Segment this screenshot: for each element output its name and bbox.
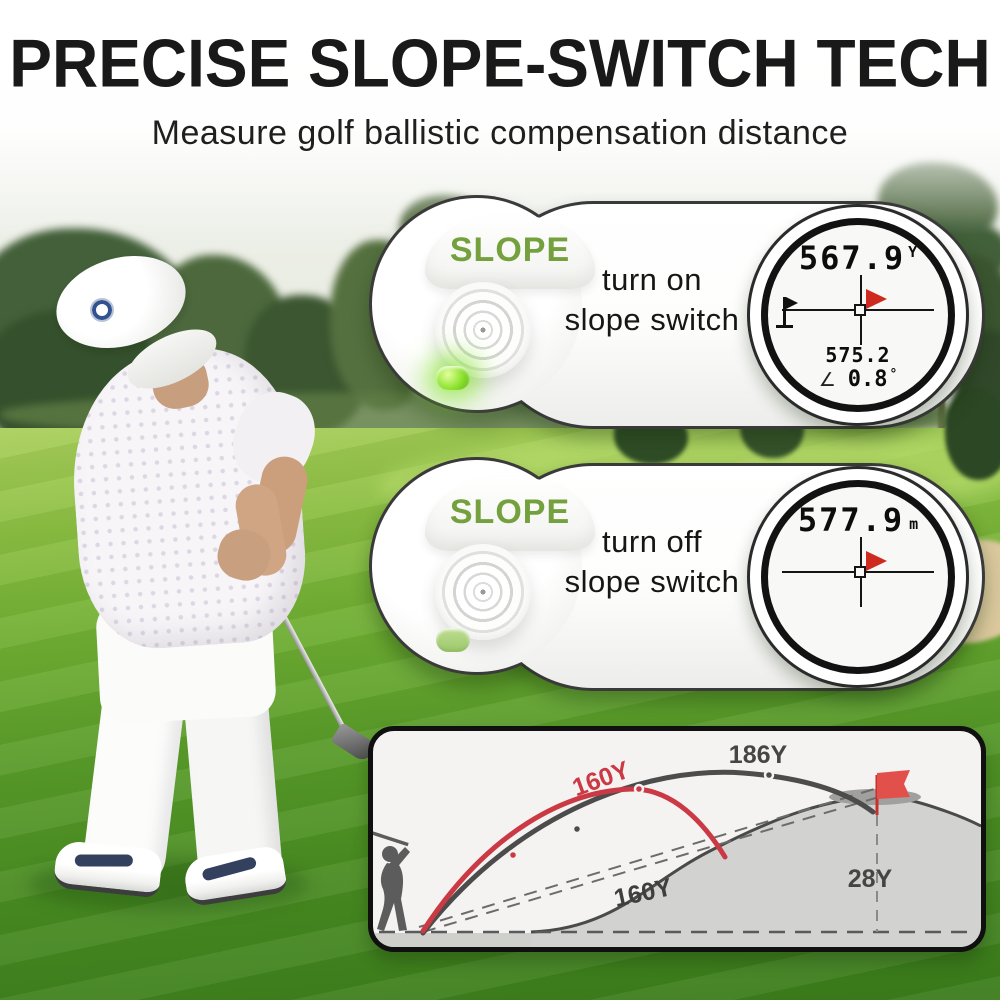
hill-shape [531, 796, 981, 947]
caption-line: turn on [601, 262, 702, 297]
slope-label: SLOPE [449, 231, 571, 269]
slope-switch-dial-icon [435, 282, 531, 378]
actual-distance-label: 186Y [729, 741, 788, 769]
golfer-photo [28, 240, 388, 930]
target-flag-icon [866, 551, 887, 571]
actual-trajectory-arc [420, 769, 876, 936]
target-flag-icon [866, 289, 887, 309]
panel-caption: turn off slope switch [522, 522, 782, 602]
caption-line: slope switch [564, 564, 740, 599]
trajectory-dot [633, 783, 645, 795]
line-of-sight-upper [418, 786, 882, 928]
crosshair-center-box [854, 304, 866, 316]
unit-label: m [909, 515, 919, 533]
flag-icon [877, 770, 910, 799]
unit-label: Y [908, 243, 918, 261]
slope-on-panel: SLOPE turn on slope switch 567.9 Y 575.2 … [369, 195, 988, 434]
trajectory-diagram: 160Y 186Y 160Y 28Y [368, 726, 986, 952]
golfer-silhouette-icon [373, 831, 410, 931]
page-subtitle: Measure golf ballistic compensation dist… [151, 114, 849, 152]
slope-led-off [436, 628, 470, 652]
line-of-sight-lower [422, 796, 880, 933]
compensated-trajectory-arc [420, 786, 728, 934]
elevation-label: 28Y [848, 865, 893, 893]
fairway-bush-icon [945, 388, 1000, 480]
slope-off-panel: SLOPE turn off slope switch 577.9 m [369, 457, 988, 696]
crosshair-center-box [854, 566, 866, 578]
sky-haze [0, 0, 1000, 235]
rangefinder-display: 567.9 Y 575.2 ∠ 0.8 ° [747, 204, 969, 426]
hill-outline [530, 795, 981, 934]
angle-icon: ∠ [818, 369, 836, 391]
slope-led-on [436, 366, 470, 390]
distance-readout: 567.9 Y [798, 239, 918, 277]
caption-line: slope switch [564, 302, 740, 337]
slope-window: SLOPE [425, 215, 595, 289]
trajectory-svg: 160Y 186Y 160Y 28Y [373, 741, 981, 947]
trajectory-dot [763, 769, 775, 781]
flag-mode-icon [776, 295, 798, 331]
display-face: 577.9 m [761, 480, 955, 674]
slope-window: SLOPE [425, 477, 595, 551]
slope-label: SLOPE [449, 493, 571, 531]
page-title: PRECISE SLOPE-SWITCH TECH [9, 24, 991, 102]
header: PRECISE SLOPE-SWITCH TECH Measure golf b… [0, 24, 1000, 153]
angle-readout: ∠ 0.8 ° [818, 367, 898, 392]
panel-caption: turn on slope switch [522, 260, 782, 340]
trajectory-dot [507, 849, 519, 861]
caption-line: turn off [602, 524, 702, 559]
display-face: 567.9 Y 575.2 ∠ 0.8 ° [761, 218, 955, 412]
cap-logo-icon [90, 298, 114, 322]
slope-switch-dial-icon [435, 544, 531, 640]
rangefinder-display: 577.9 m [747, 466, 969, 688]
trajectory-dot [571, 823, 583, 835]
degree-label: ° [889, 367, 898, 382]
distance-readout: 577.9 m [797, 501, 919, 539]
compensated-distance-readout: 575.2 [825, 343, 891, 367]
